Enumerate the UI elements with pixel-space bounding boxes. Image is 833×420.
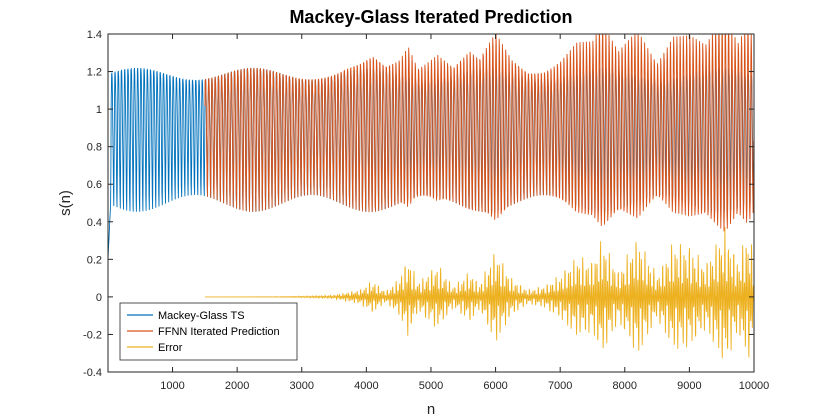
x-tick-label: 1000	[160, 380, 184, 392]
series-line-error	[204, 226, 754, 359]
y-tick-label: 0.8	[87, 142, 102, 154]
x-tick-label: 4000	[354, 380, 378, 392]
x-tick-label: 2000	[225, 380, 249, 392]
x-tick-label: 6000	[483, 380, 507, 392]
series-line-ffnn-iterated-prediction	[204, 34, 754, 232]
x-tick-label: 3000	[290, 380, 314, 392]
x-tick-label: 5000	[419, 380, 443, 392]
y-tick-label: 1	[96, 104, 102, 116]
tick-layer: 1000 2000 3000 4000 5000 6000 7000 8000 9000 1000…	[83, 29, 769, 392]
y-tick-label: 1.2	[87, 67, 102, 79]
x-tick-label: 7000	[548, 380, 572, 392]
legend-entry-label: Mackey-Glass TS	[158, 310, 245, 322]
legend-entry-label: Error	[158, 342, 183, 354]
y-axis-label: s(n)	[57, 190, 74, 216]
y-tick-label: 0.6	[87, 179, 102, 191]
y-tick-label: 1.4	[87, 29, 102, 41]
x-tick-label: 8000	[613, 380, 637, 392]
series-layer	[108, 34, 754, 359]
x-tick-label: 10000	[739, 380, 770, 392]
y-tick-label: 0.4	[87, 217, 102, 229]
chart-title: Mackey-Glass Iterated Prediction	[289, 7, 572, 27]
legend-entry-label: FFNN Iterated Prediction	[158, 326, 280, 338]
y-tick-label: -0.2	[83, 329, 102, 341]
y-tick-label: 0.2	[87, 254, 102, 266]
y-tick-label: 0	[96, 292, 102, 304]
x-axis-label: n	[427, 401, 435, 418]
x-tick-label: 9000	[677, 380, 701, 392]
y-tick-label: -0.4	[83, 367, 102, 379]
legend: Mackey-Glass TS FFNN Iterated Prediction E…	[119, 302, 298, 361]
